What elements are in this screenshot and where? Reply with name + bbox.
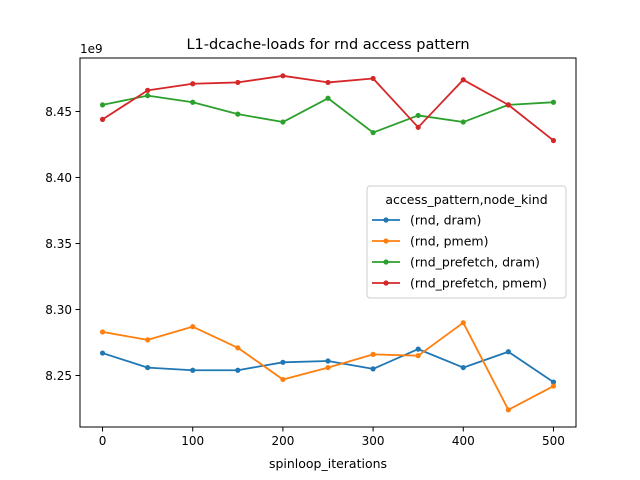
data-point [145, 337, 151, 343]
data-point [415, 346, 421, 352]
data-point [280, 73, 286, 79]
legend-box [366, 185, 567, 299]
data-point [370, 351, 376, 357]
data-point [505, 407, 511, 413]
legend-entry: (rnd_prefetch, pmem) [372, 276, 547, 291]
y-tick-label: 8.35 [45, 237, 72, 251]
data-point [370, 129, 376, 136]
data-point [145, 364, 151, 371]
chart-title: L1-dcache-loads for rnd access pattern [186, 37, 469, 53]
data-point [460, 364, 466, 371]
x-tick-label: 0 [99, 434, 107, 448]
data-point [325, 79, 331, 86]
legend-label: (rnd_prefetch, pmem) [410, 276, 547, 291]
legend-entry: (rnd, pmem) [372, 234, 488, 249]
data-point [415, 112, 421, 119]
data-point [325, 364, 331, 371]
data-point [550, 383, 557, 389]
x-tick-label: 100 [181, 434, 204, 448]
data-point [370, 75, 376, 82]
data-point [235, 345, 241, 351]
data-point [145, 87, 151, 93]
x-tick-label: 500 [542, 434, 565, 448]
data-point [415, 353, 421, 359]
legend: access_pattern,node_kind (rnd, dram) (rnd… [366, 185, 567, 299]
legend-label: (rnd, dram) [410, 213, 481, 228]
data-point [325, 95, 331, 101]
data-point [235, 79, 241, 86]
data-point [280, 119, 286, 125]
data-point [550, 137, 557, 144]
x-tick-label: 400 [452, 434, 475, 448]
y-offset-label: 1e9 [80, 42, 103, 56]
data-point [550, 99, 557, 105]
y-tick-label: 8.25 [45, 369, 72, 383]
data-point [190, 367, 196, 373]
series-2 [99, 93, 557, 136]
data-point [280, 376, 286, 383]
data-point [550, 379, 557, 385]
data-point [99, 102, 106, 108]
legend-label: (rnd_prefetch, dram) [410, 255, 540, 270]
x-axis-label: spinloop_iterations [269, 456, 387, 471]
data-point [99, 350, 106, 356]
data-point [460, 320, 466, 326]
x-tick-label: 300 [362, 434, 385, 448]
legend-marker [383, 238, 389, 244]
data-point [505, 102, 511, 108]
legend-marker [383, 259, 389, 265]
y-tick-label: 8.40 [45, 171, 72, 185]
data-point [460, 77, 466, 83]
data-point [145, 93, 151, 99]
data-point [415, 124, 421, 130]
x-tick-label: 200 [271, 434, 294, 448]
data-point [99, 329, 106, 335]
data-point [99, 116, 106, 122]
data-point [460, 119, 466, 125]
plot-area [99, 73, 557, 413]
legend-label: (rnd, pmem) [410, 234, 488, 249]
data-point [190, 81, 196, 87]
data-point [190, 99, 196, 105]
data-point [325, 358, 331, 364]
series-1 [99, 320, 557, 413]
legend-title: access_pattern,node_kind [385, 192, 547, 207]
y-tick-label: 8.45 [45, 105, 72, 119]
legend-entry: (rnd_prefetch, dram) [372, 255, 540, 270]
series-3 [99, 73, 557, 144]
legend-marker [383, 280, 389, 286]
y-tick-label: 8.30 [45, 303, 72, 317]
legend-entry: (rnd, dram) [372, 213, 481, 228]
axes-frame [79, 57, 577, 428]
data-point [370, 366, 376, 372]
data-point [280, 359, 286, 365]
axes: 0 100 200 300 400 500 8.25 8.30 8.35 8.40 8.45 [45, 57, 577, 448]
data-point [190, 324, 196, 330]
data-point [505, 349, 511, 355]
data-point [235, 367, 241, 373]
data-point [235, 111, 241, 117]
legend-marker [383, 217, 389, 223]
series-0 [99, 346, 557, 385]
